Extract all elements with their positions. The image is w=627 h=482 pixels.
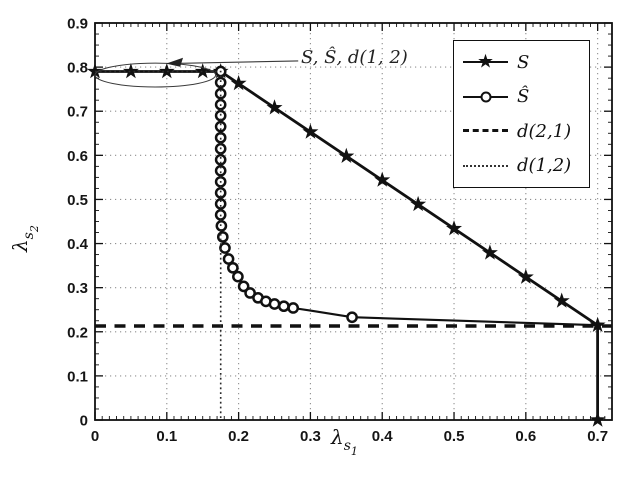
circle-marker (214, 153, 227, 166)
y-axis-label-subsub: 2 (28, 225, 41, 233)
circle-marker (237, 280, 250, 293)
circle-marker (214, 164, 227, 177)
circle-marker (219, 242, 231, 254)
star-marker (266, 99, 283, 115)
annotation-arrowhead-icon (166, 57, 183, 67)
solid-line-sample (463, 61, 508, 64)
circle-marker (214, 186, 227, 199)
x-tick-label: 0.4 (372, 428, 394, 445)
x-tick-label: 0.3 (300, 428, 321, 445)
circle-marker (268, 298, 281, 310)
legend-label-d21: d(2,1) (517, 120, 572, 142)
circle-marker (277, 300, 290, 313)
annotation-ellipse (94, 62, 217, 88)
x-tick-label: 0 (91, 428, 99, 445)
y-tick-label: 0 (80, 413, 88, 430)
axis-ticks (94, 22, 612, 421)
circle-marker (216, 231, 229, 243)
x-tick-label: 0.5 (444, 428, 465, 445)
star-marker (517, 268, 534, 284)
legend-sample-s-hat (463, 90, 508, 104)
circle-marker (346, 311, 358, 324)
circle-marker (214, 198, 227, 210)
legend-entry-d12: d(1,2) (463, 151, 585, 181)
circle-marker (227, 261, 239, 274)
legend-box: ★ S Ŝ d(2,1) d(1,2) (453, 40, 590, 188)
x-axis-label-sub: s (343, 438, 351, 454)
y-tick-label: 0.8 (67, 60, 88, 77)
star-marker (481, 244, 498, 260)
star-marker (589, 316, 606, 332)
tick-labels: 0 0.1 0.2 0.3 0.4 0.5 0.6 0.7 0 0.1 0.2 0.3 0.4 0.5 0.… (67, 16, 608, 446)
y-tick-label: 0.2 (67, 324, 88, 341)
y-axis-label-base: λ (8, 239, 32, 252)
legend-label-s: S (517, 51, 530, 73)
dashed-line-sample (463, 129, 508, 133)
annotation (94, 57, 299, 88)
y-axis-label-sub: s (21, 232, 37, 240)
x-axis-label: λs1 (331, 427, 358, 457)
star-icon: ★ (476, 50, 495, 73)
annotation-text: S, Ŝ, d(1, 2) (301, 47, 408, 68)
star-marker (410, 195, 427, 212)
star-marker (374, 171, 391, 187)
circle-marker (214, 87, 227, 100)
legend-sample-s: ★ (463, 50, 508, 73)
legend-entry-d21: d(2,1) (463, 116, 585, 146)
x-tick-label: 0.7 (587, 428, 608, 445)
x-axis-label-subsub: 1 (350, 445, 358, 458)
series-S-hat (95, 65, 598, 327)
circle-marker (214, 120, 227, 133)
y-tick-label: 0.1 (67, 368, 88, 385)
legend-entry-s-hat: Ŝ (463, 82, 585, 112)
star-marker (553, 292, 570, 308)
star-marker (302, 123, 319, 139)
circle-marker (214, 76, 227, 89)
legend-label-s-hat: Ŝ (517, 86, 530, 108)
annotation-arrow-line (175, 60, 299, 64)
y-tick-label: 0.7 (67, 104, 88, 121)
y-axis-label: λs2 (8, 225, 41, 252)
x-tick-label: 0.2 (228, 428, 249, 445)
circle-marker (222, 253, 235, 265)
circle-marker (287, 302, 300, 314)
y-tick-label: 0.9 (67, 16, 88, 33)
star-marker (230, 75, 247, 91)
circle-icon (480, 91, 491, 103)
legend-entry-s: ★ S (463, 47, 585, 77)
x-tick-label: 0.6 (515, 428, 536, 445)
legend-label-d12: d(1,2) (517, 155, 572, 177)
x-tick-label: 0.1 (156, 428, 177, 445)
x-axis-label-base: λ (331, 425, 344, 449)
y-tick-label: 0.4 (67, 236, 89, 253)
y-tick-label: 0.6 (67, 148, 88, 165)
y-tick-label: 0.5 (67, 192, 88, 209)
star-marker (338, 147, 355, 163)
legend-sample-d12 (463, 159, 508, 173)
legend-sample-d21 (463, 124, 508, 138)
circle-marker (244, 287, 256, 299)
dotted-line-sample (463, 164, 508, 167)
star-marker (446, 220, 462, 236)
y-tick-label: 0.3 (67, 280, 88, 297)
star-marker (589, 411, 606, 427)
circle-marker (232, 270, 244, 283)
series-d(1,2) (95, 70, 222, 420)
